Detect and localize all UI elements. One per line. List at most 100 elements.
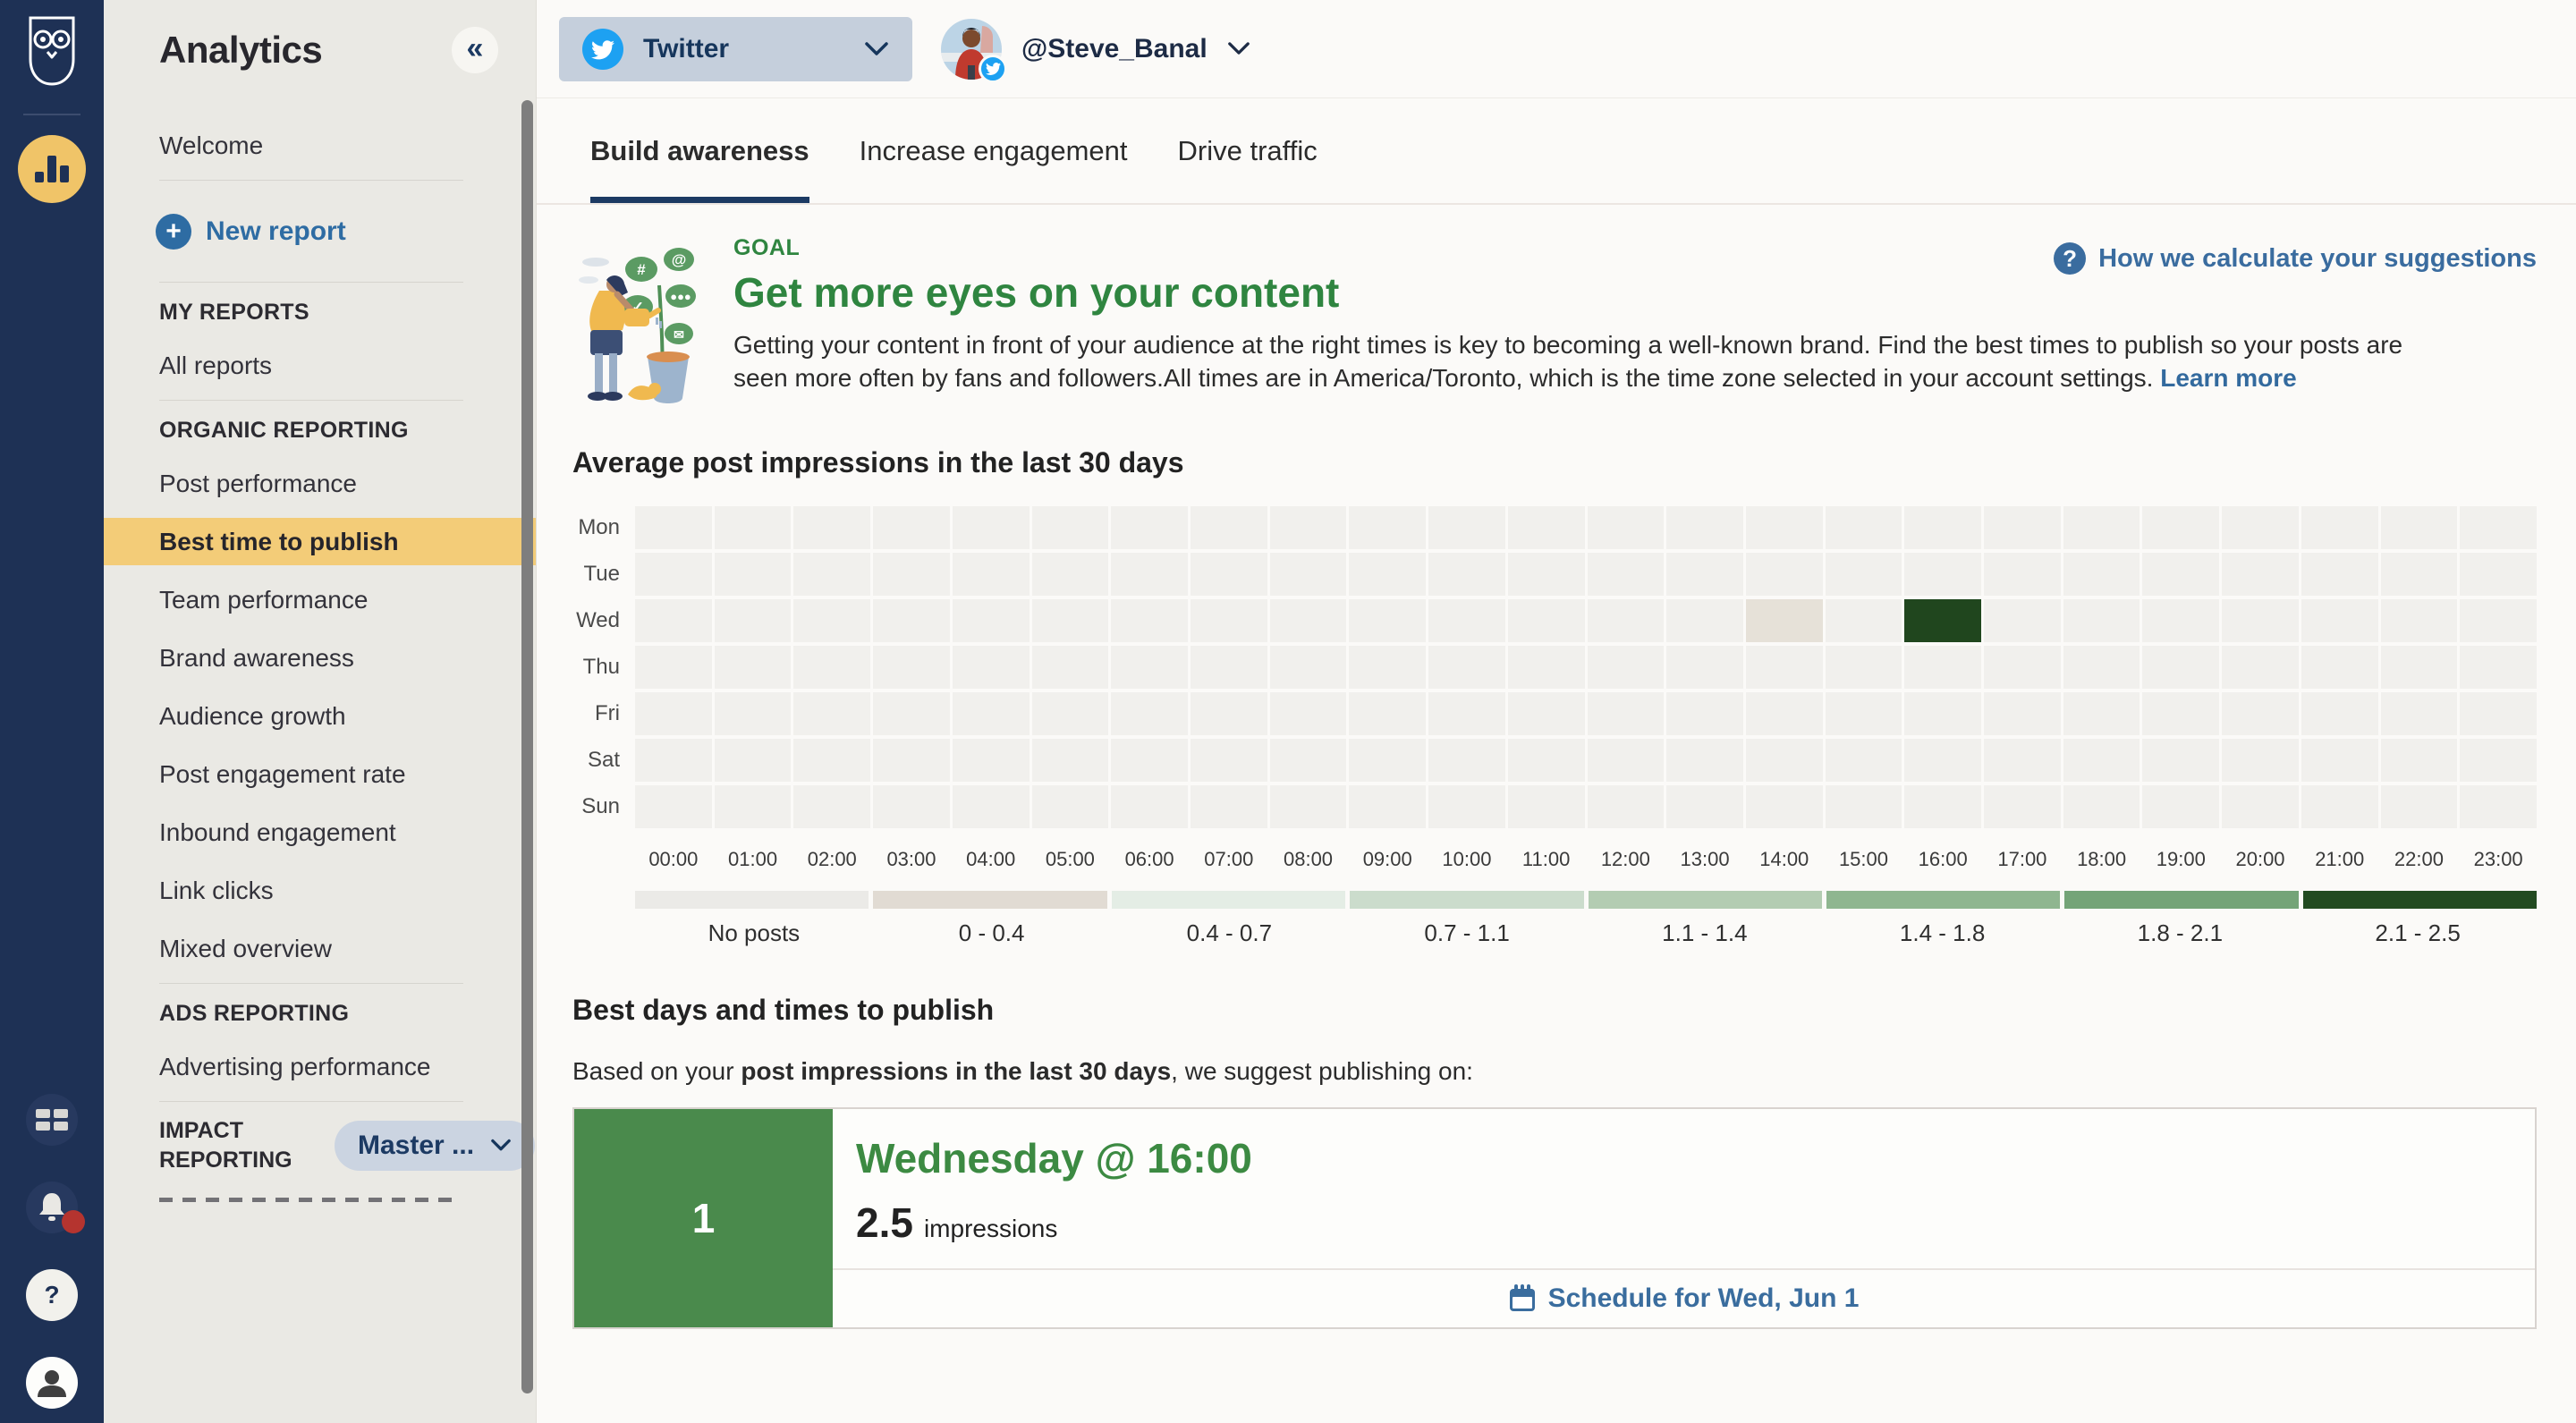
heatmap-cell-tue-04-00[interactable] bbox=[952, 553, 1030, 596]
heatmap-cell-thu-20-00[interactable] bbox=[2222, 646, 2299, 689]
heatmap-cell-sun-11-00[interactable] bbox=[1507, 785, 1585, 828]
heatmap-cell-fri-02-00[interactable] bbox=[793, 692, 871, 735]
heatmap-cell-fri-21-00[interactable] bbox=[2301, 692, 2378, 735]
heatmap-cell-fri-17-00[interactable] bbox=[1984, 692, 2061, 735]
heatmap-cell-sat-20-00[interactable] bbox=[2222, 739, 2299, 782]
heatmap-cell-fri-07-00[interactable] bbox=[1190, 692, 1267, 735]
heatmap-cell-mon-05-00[interactable] bbox=[1031, 506, 1109, 549]
heatmap-cell-wed-03-00[interactable] bbox=[873, 599, 950, 642]
heatmap-cell-thu-13-00[interactable] bbox=[1666, 646, 1743, 689]
new-report-button[interactable]: + New report bbox=[104, 208, 536, 255]
heatmap-cell-wed-09-00[interactable] bbox=[1349, 599, 1427, 642]
heatmap-cell-sun-03-00[interactable] bbox=[873, 785, 950, 828]
heatmap-cell-wed-16-00[interactable] bbox=[1904, 599, 1982, 642]
network-selector[interactable]: Twitter bbox=[559, 16, 912, 81]
heatmap-cell-wed-07-00[interactable] bbox=[1190, 599, 1267, 642]
heatmap-cell-sun-13-00[interactable] bbox=[1666, 785, 1743, 828]
heatmap-cell-thu-12-00[interactable] bbox=[1587, 646, 1665, 689]
account-selector[interactable]: @Steve_Banal bbox=[941, 18, 1250, 83]
heatmap-cell-wed-17-00[interactable] bbox=[1984, 599, 2061, 642]
tab-increase-engagement[interactable]: Increase engagement bbox=[860, 98, 1128, 203]
heatmap-cell-wed-02-00[interactable] bbox=[793, 599, 871, 642]
heatmap-cell-tue-20-00[interactable] bbox=[2222, 553, 2299, 596]
sidebar-scrollbar[interactable] bbox=[521, 100, 533, 1393]
heatmap-cell-wed-04-00[interactable] bbox=[952, 599, 1030, 642]
heatmap-cell-tue-00-00[interactable] bbox=[635, 553, 712, 596]
heatmap-cell-mon-06-00[interactable] bbox=[1111, 506, 1188, 549]
heatmap-cell-sat-08-00[interactable] bbox=[1269, 739, 1347, 782]
heatmap-cell-sat-01-00[interactable] bbox=[714, 739, 792, 782]
heatmap-cell-thu-00-00[interactable] bbox=[635, 646, 712, 689]
heatmap-cell-sun-20-00[interactable] bbox=[2222, 785, 2299, 828]
heatmap-cell-sun-00-00[interactable] bbox=[635, 785, 712, 828]
sidebar-item-audience-growth[interactable]: Audience growth bbox=[159, 701, 346, 730]
heatmap-cell-sat-18-00[interactable] bbox=[2063, 739, 2140, 782]
heatmap-cell-wed-05-00[interactable] bbox=[1031, 599, 1109, 642]
heatmap-cell-thu-07-00[interactable] bbox=[1190, 646, 1267, 689]
heatmap-cell-wed-22-00[interactable] bbox=[2380, 599, 2458, 642]
heatmap-cell-sun-06-00[interactable] bbox=[1111, 785, 1188, 828]
heatmap-cell-fri-19-00[interactable] bbox=[2142, 692, 2220, 735]
heatmap-cell-mon-01-00[interactable] bbox=[714, 506, 792, 549]
heatmap-cell-sat-04-00[interactable] bbox=[952, 739, 1030, 782]
heatmap-cell-wed-21-00[interactable] bbox=[2301, 599, 2378, 642]
heatmap-cell-fri-16-00[interactable] bbox=[1904, 692, 1982, 735]
heatmap-cell-thu-21-00[interactable] bbox=[2301, 646, 2378, 689]
heatmap-cell-sun-12-00[interactable] bbox=[1587, 785, 1665, 828]
heatmap-cell-mon-15-00[interactable] bbox=[1825, 506, 1902, 549]
sidebar-item-mixed-overview[interactable]: Mixed overview bbox=[159, 934, 332, 962]
schedule-link[interactable]: Schedule for Wed, Jun 1 bbox=[1509, 1283, 1859, 1314]
heatmap-cell-mon-12-00[interactable] bbox=[1587, 506, 1665, 549]
heatmap-cell-thu-01-00[interactable] bbox=[714, 646, 792, 689]
heatmap-cell-sun-15-00[interactable] bbox=[1825, 785, 1902, 828]
heatmap-cell-mon-22-00[interactable] bbox=[2380, 506, 2458, 549]
heatmap-cell-sun-16-00[interactable] bbox=[1904, 785, 1982, 828]
heatmap-cell-wed-19-00[interactable] bbox=[2142, 599, 2220, 642]
tab-drive-traffic[interactable]: Drive traffic bbox=[1178, 98, 1318, 203]
heatmap-cell-tue-13-00[interactable] bbox=[1666, 553, 1743, 596]
sidebar-item-inbound-engagement[interactable]: Inbound engagement bbox=[159, 817, 396, 846]
heatmap-cell-wed-00-00[interactable] bbox=[635, 599, 712, 642]
heatmap-cell-fri-00-00[interactable] bbox=[635, 692, 712, 735]
heatmap-cell-sat-17-00[interactable] bbox=[1984, 739, 2061, 782]
heatmap-cell-fri-08-00[interactable] bbox=[1269, 692, 1347, 735]
heatmap-cell-fri-15-00[interactable] bbox=[1825, 692, 1902, 735]
heatmap-cell-thu-04-00[interactable] bbox=[952, 646, 1030, 689]
heatmap-cell-sat-00-00[interactable] bbox=[635, 739, 712, 782]
heatmap-cell-wed-23-00[interactable] bbox=[2460, 599, 2537, 642]
heatmap-cell-fri-12-00[interactable] bbox=[1587, 692, 1665, 735]
heatmap-cell-sat-11-00[interactable] bbox=[1507, 739, 1585, 782]
heatmap-cell-sun-05-00[interactable] bbox=[1031, 785, 1109, 828]
heatmap-cell-tue-11-00[interactable] bbox=[1507, 553, 1585, 596]
heatmap-cell-tue-21-00[interactable] bbox=[2301, 553, 2378, 596]
heatmap-cell-wed-06-00[interactable] bbox=[1111, 599, 1188, 642]
heatmap-cell-tue-18-00[interactable] bbox=[2063, 553, 2140, 596]
apps-grid-icon[interactable] bbox=[26, 1094, 78, 1146]
heatmap-cell-thu-08-00[interactable] bbox=[1269, 646, 1347, 689]
heatmap-cell-thu-02-00[interactable] bbox=[793, 646, 871, 689]
sidebar-item-post-engagement-rate[interactable]: Post engagement rate bbox=[159, 759, 406, 788]
heatmap-cell-sun-04-00[interactable] bbox=[952, 785, 1030, 828]
heatmap-cell-mon-04-00[interactable] bbox=[952, 506, 1030, 549]
heatmap-cell-tue-08-00[interactable] bbox=[1269, 553, 1347, 596]
heatmap-cell-fri-10-00[interactable] bbox=[1428, 692, 1505, 735]
heatmap-cell-tue-09-00[interactable] bbox=[1349, 553, 1427, 596]
heatmap-cell-thu-14-00[interactable] bbox=[1745, 646, 1823, 689]
heatmap-cell-sat-21-00[interactable] bbox=[2301, 739, 2378, 782]
heatmap-cell-sun-23-00[interactable] bbox=[2460, 785, 2537, 828]
heatmap-cell-tue-07-00[interactable] bbox=[1190, 553, 1267, 596]
heatmap-cell-sun-19-00[interactable] bbox=[2142, 785, 2220, 828]
heatmap-cell-mon-21-00[interactable] bbox=[2301, 506, 2378, 549]
heatmap-cell-tue-12-00[interactable] bbox=[1587, 553, 1665, 596]
heatmap-cell-tue-15-00[interactable] bbox=[1825, 553, 1902, 596]
heatmap-cell-wed-12-00[interactable] bbox=[1587, 599, 1665, 642]
heatmap-cell-sat-03-00[interactable] bbox=[873, 739, 950, 782]
heatmap-cell-tue-10-00[interactable] bbox=[1428, 553, 1505, 596]
heatmap-cell-fri-04-00[interactable] bbox=[952, 692, 1030, 735]
heatmap-cell-fri-09-00[interactable] bbox=[1349, 692, 1427, 735]
heatmap-cell-sat-14-00[interactable] bbox=[1745, 739, 1823, 782]
heatmap-cell-thu-10-00[interactable] bbox=[1428, 646, 1505, 689]
heatmap-cell-sun-07-00[interactable] bbox=[1190, 785, 1267, 828]
heatmap-cell-fri-03-00[interactable] bbox=[873, 692, 950, 735]
heatmap-cell-tue-17-00[interactable] bbox=[1984, 553, 2061, 596]
